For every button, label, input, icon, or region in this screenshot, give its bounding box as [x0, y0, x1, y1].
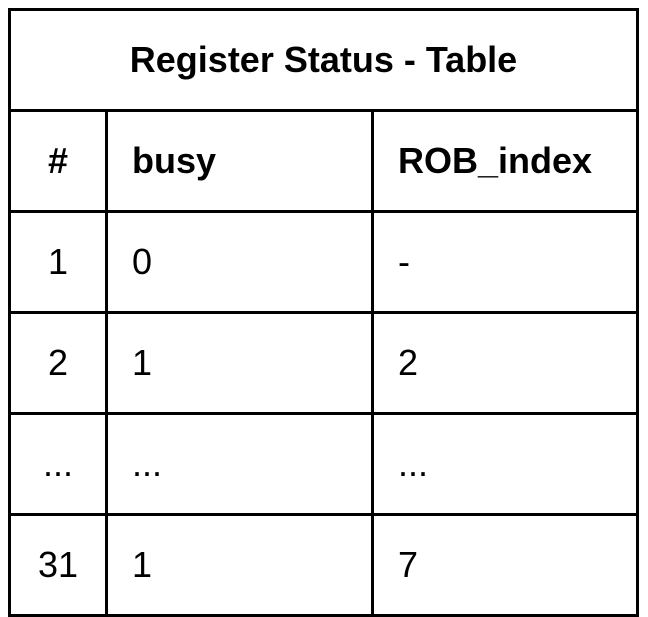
table-row: ... ... ... [8, 412, 639, 516]
cell-busy: ... [105, 412, 374, 516]
header-row: # busy ROB_index [8, 109, 639, 213]
cell-rob-index: 2 [371, 311, 639, 415]
table-title: Register Status - Table [8, 8, 639, 112]
cell-rob-index: 7 [371, 513, 639, 617]
cell-rob-index: ... [371, 412, 639, 516]
header-number: # [8, 109, 108, 213]
cell-rob-index: - [371, 210, 639, 314]
table-row: 2 1 2 [8, 311, 639, 415]
cell-number: 31 [8, 513, 108, 617]
cell-busy: 1 [105, 311, 374, 415]
header-busy: busy [105, 109, 374, 213]
cell-busy: 0 [105, 210, 374, 314]
cell-number: 2 [8, 311, 108, 415]
cell-busy: 1 [105, 513, 374, 617]
table-row: 31 1 7 [8, 513, 639, 617]
register-status-table: Register Status - Table # busy ROB_index… [8, 8, 639, 617]
table-row: 1 0 - [8, 210, 639, 314]
header-rob-index: ROB_index [371, 109, 639, 213]
cell-number: ... [8, 412, 108, 516]
cell-number: 1 [8, 210, 108, 314]
title-row: Register Status - Table [8, 8, 639, 112]
